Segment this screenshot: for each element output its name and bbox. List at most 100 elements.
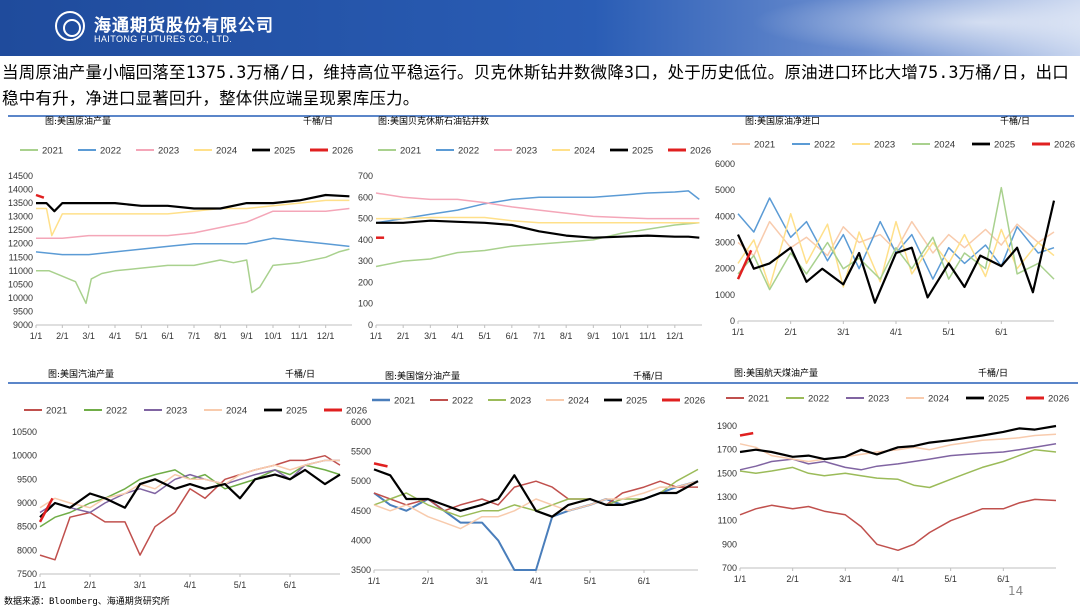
legend-label-2024: 2024	[216, 146, 237, 157]
chart-title-gasoline: 图:美国汽油产量	[48, 370, 115, 380]
y-tick-label: 10500	[8, 279, 33, 289]
summary-text: 当周原油产量小幅回落至1375.3万桶/日，维持高位平稳运行。贝克休斯钻井数微降…	[2, 63, 1069, 108]
x-tick-label: 3/1	[476, 576, 489, 586]
legend-label-2022: 2022	[814, 140, 835, 151]
x-tick-label: 8/1	[560, 331, 573, 341]
x-tick-label: 6/1	[997, 574, 1010, 584]
y-tick-label: 4000	[715, 211, 735, 221]
legend-label-2025: 2025	[626, 396, 647, 407]
y-tick-label: 9500	[17, 474, 37, 484]
series-line-2024	[373, 480, 699, 530]
y-tick-label: 5000	[715, 185, 735, 195]
legend-label-2026: 2026	[1048, 394, 1069, 405]
y-tick-label: 10000	[12, 451, 37, 461]
middle-separator	[8, 382, 1078, 384]
y-tick-label: 11500	[9, 252, 33, 262]
x-tick-label: 12/1	[317, 331, 335, 341]
company-name-cn: 海通期货股份有限公司	[94, 16, 274, 36]
series-line-2026	[35, 193, 45, 199]
series-line-2024	[376, 216, 700, 224]
x-tick-label: 1/1	[34, 580, 47, 590]
x-tick-label: 6/1	[284, 580, 297, 590]
y-tick-label: 14000	[8, 185, 33, 195]
y-tick-label: 3500	[351, 565, 371, 575]
y-tick-label: 9000	[17, 498, 37, 508]
x-tick-label: 2/1	[784, 327, 797, 337]
company-logo-icon	[55, 11, 85, 41]
x-tick-label: 5/1	[584, 576, 597, 586]
chart-distillate: 2021 2022 2023 2024 2025 2026 3500 4000 4500 5000…	[351, 396, 705, 587]
series-line-2025	[39, 468, 341, 518]
legend-label-2026: 2026	[346, 406, 367, 417]
legend-label-2021: 2021	[748, 394, 769, 405]
data-source: 数据来源：Bloomberg、海通期货研究所	[4, 597, 170, 607]
legend-label-2021: 2021	[46, 406, 67, 417]
legend-label-2023: 2023	[510, 396, 531, 407]
y-tick-label: 1000	[715, 290, 735, 300]
x-tick-label: 2/1	[397, 331, 410, 341]
chart-jet-fuel: 2021 2022 2023 2024 2025 2026 700 900 1100 1300 15…	[717, 394, 1069, 585]
legend-label-2024: 2024	[934, 140, 955, 151]
y-tick-label: 10500	[12, 427, 37, 437]
legend-label-2021: 2021	[394, 396, 415, 407]
legend-label-2026: 2026	[684, 396, 705, 407]
y-tick-label: 1100	[718, 516, 737, 526]
series-line-2025	[373, 468, 699, 518]
legend-label-2021: 2021	[754, 140, 775, 151]
y-tick-label: 3000	[715, 238, 735, 248]
y-tick-label: 13500	[8, 198, 33, 208]
x-tick-label: 4/1	[890, 327, 903, 337]
series-line-2023	[36, 207, 350, 240]
y-tick-label: 12000	[8, 239, 33, 249]
legend-label-2021: 2021	[400, 146, 421, 157]
legend-label-2025: 2025	[994, 140, 1015, 151]
series-line-2026	[736, 249, 753, 280]
y-tick-label: 5000	[351, 476, 371, 486]
x-tick-label: 1/1	[370, 331, 383, 341]
series-line-2023	[737, 212, 1055, 288]
series-line-2024	[737, 186, 1055, 291]
y-tick-label: 100	[358, 299, 373, 309]
chart-unit-distillate: 千桶/日	[633, 372, 664, 382]
legend-label-2023: 2023	[868, 394, 889, 405]
y-tick-label: 11000	[9, 266, 33, 276]
series-line-2021	[36, 248, 350, 305]
y-tick-label: 200	[358, 277, 373, 287]
series-line-2022	[375, 190, 700, 224]
series-line-2022	[739, 448, 1057, 489]
x-tick-label: 11/1	[291, 331, 308, 341]
y-tick-label: 13000	[8, 212, 33, 222]
x-tick-label: 4/1	[530, 576, 543, 586]
legend-label-2026: 2026	[690, 146, 711, 157]
series-line-2022	[35, 237, 350, 256]
chart-net-imports: 2021 2022 2023 2024 2025 2026 0 1000 2000 3000 400…	[715, 140, 1075, 338]
series-line-2025	[739, 424, 1057, 461]
y-tick-label: 8500	[17, 522, 37, 532]
x-tick-label: 4/1	[184, 580, 197, 590]
chart-title-jet-fuel: 图:美国航天煤油产量	[734, 369, 819, 379]
series-line-2025	[376, 219, 700, 239]
y-tick-label: 1500	[717, 468, 737, 478]
legend-label-2024: 2024	[574, 146, 595, 157]
x-tick-label: 6/1	[638, 576, 651, 586]
company-name-en: HAITONG FUTURES CO., LTD.	[94, 34, 233, 44]
legend-label-2026: 2026	[1054, 140, 1075, 151]
x-tick-label: 10/1	[264, 331, 282, 341]
x-tick-label: 2/1	[786, 574, 799, 584]
chart-title-net-imports: 图:美国原油净进口	[745, 117, 821, 127]
legend-label-2024: 2024	[568, 396, 589, 407]
x-tick-label: 6/1	[995, 327, 1008, 337]
legend-label-2023: 2023	[158, 146, 179, 157]
chart-unit-crude-production: 千桶/日	[303, 117, 334, 127]
y-tick-label: 0	[368, 320, 373, 330]
y-tick-label: 900	[722, 539, 737, 549]
top-separator	[8, 115, 1074, 117]
legend-label-2022: 2022	[458, 146, 479, 157]
chart-rig-count: 2021 2022 2023 2024 2025 2026 0 100 200 300 400 500…	[358, 146, 711, 342]
legend-label-2025: 2025	[632, 146, 653, 157]
x-tick-label: 8/1	[214, 331, 227, 341]
x-tick-label: 2/1	[84, 580, 97, 590]
legend-label-2024: 2024	[928, 394, 949, 405]
x-tick-label: 11/1	[639, 331, 656, 341]
x-tick-label: 3/1	[82, 331, 95, 341]
